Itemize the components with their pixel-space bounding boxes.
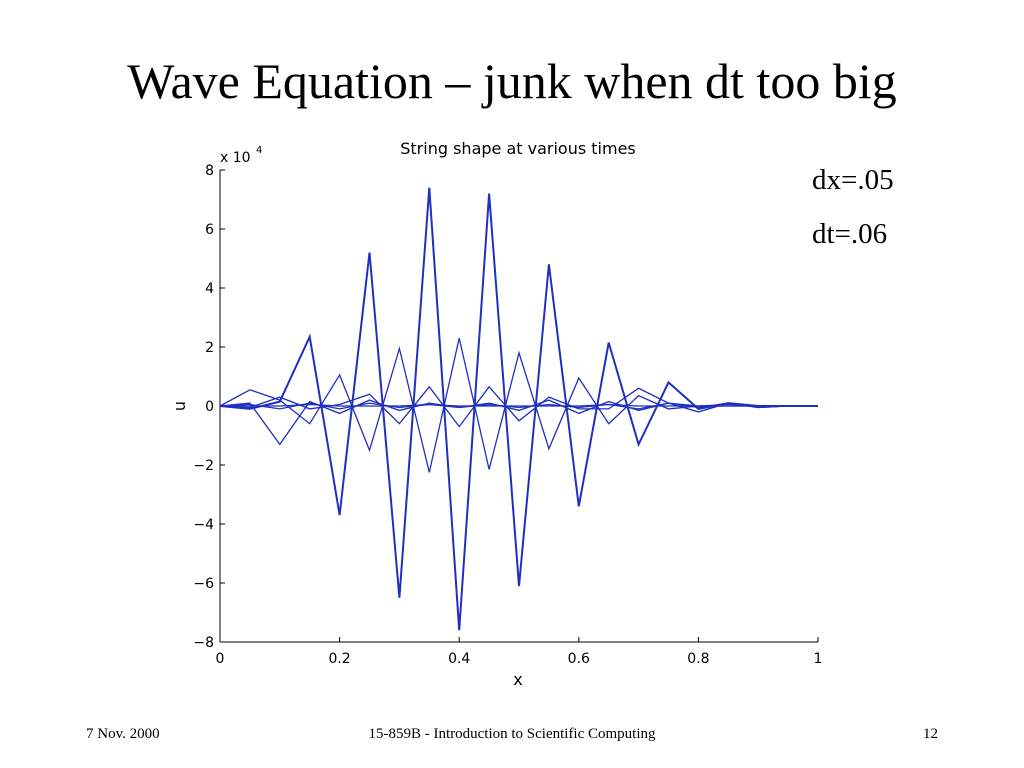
- y-tick-label: −6: [193, 576, 214, 592]
- y-tick-label: 0: [205, 399, 214, 415]
- param-dx: dx=.05: [812, 164, 894, 196]
- y-exponent-power: 4: [256, 145, 262, 156]
- chart-title: String shape at various times: [400, 139, 636, 158]
- y-tick-label: 4: [205, 281, 214, 297]
- x-tick-label: 1: [814, 651, 823, 667]
- x-tick-label: 0.4: [448, 651, 470, 667]
- y-tick-label: −2: [193, 458, 214, 474]
- footer-course: 15-859B - Introduction to Scientific Com…: [368, 726, 656, 742]
- footer-page-number: 12: [923, 726, 938, 742]
- param-dt: dt=.06: [812, 218, 888, 250]
- y-exponent-base: x 10: [220, 150, 251, 166]
- series-line-3: [219, 337, 818, 473]
- y-tick-label: 8: [205, 163, 214, 179]
- y-tick-label: −8: [193, 635, 214, 651]
- y-axis-label: u: [170, 401, 189, 411]
- y-tick-label: 6: [205, 222, 214, 238]
- series-line-2: [219, 399, 818, 446]
- series-line-6: [220, 403, 818, 407]
- y-tick-label: −4: [193, 517, 214, 533]
- footer-date: 7 Nov. 2000: [86, 726, 160, 742]
- slide-title: Wave Equation – junk when dt too big: [127, 53, 897, 109]
- x-tick-label: 0.6: [568, 651, 590, 667]
- x-axis-label: x: [513, 670, 522, 689]
- series-line-4: [219, 385, 818, 428]
- series-lines: [219, 187, 818, 631]
- parameter-list: dx=.05 dt=.06: [812, 160, 894, 268]
- x-tick-label: 0.2: [328, 651, 350, 667]
- y-exponent-label: x 10 4: [220, 145, 262, 166]
- axes: −8 −6 −4 −2 0 2 4 6 8 0 0.2 0.4 0.6 0.8 1: [193, 163, 822, 667]
- x-tick-label: 0: [216, 651, 225, 667]
- x-tick-label: 0.8: [687, 651, 709, 667]
- y-tick-label: 2: [205, 340, 214, 356]
